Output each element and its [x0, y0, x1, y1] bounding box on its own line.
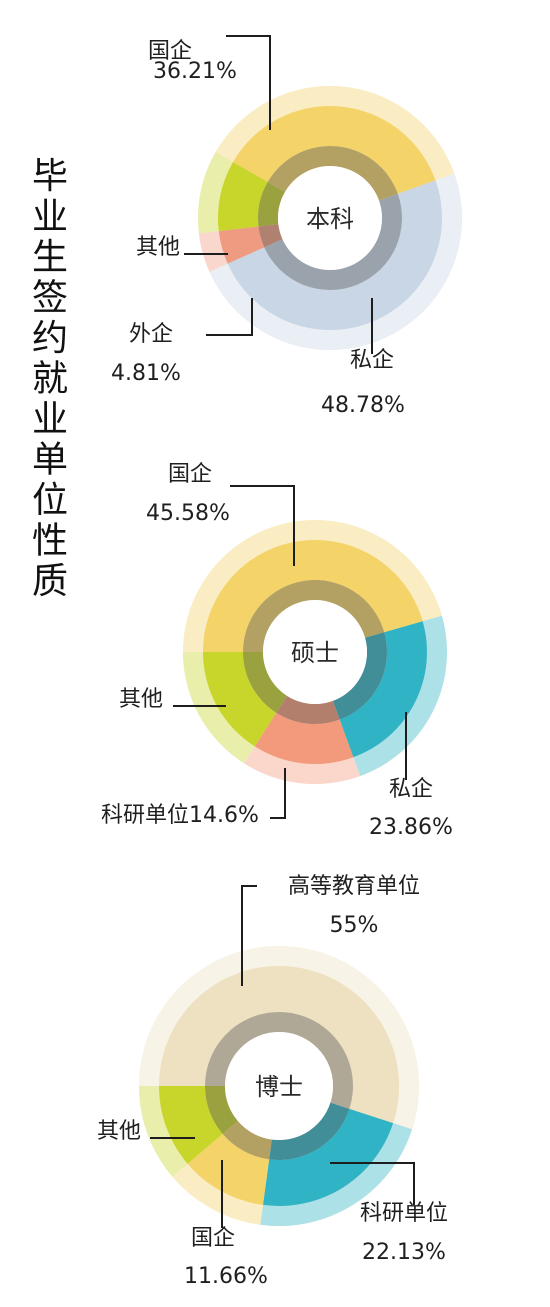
slice-label-name: 科研单位 [360, 1201, 448, 1226]
title-char: 就 [32, 359, 68, 400]
slice-main [262, 1108, 394, 1206]
title-char: 毕 [32, 156, 68, 197]
slice-inner-ring [276, 695, 340, 724]
leader-line [241, 885, 257, 986]
title-char: 签 [32, 278, 68, 319]
slice-label-value: 22.13% [362, 1240, 446, 1265]
slice-inner-ring [205, 1086, 238, 1134]
slice-outer-ring [243, 746, 361, 784]
slice-inner-ring [258, 224, 283, 248]
title-char: 约 [32, 318, 68, 359]
slice-main [254, 712, 354, 764]
slice-outer-ring [183, 519, 442, 652]
slice-label-name: 私企 [389, 777, 433, 802]
slice-label-value: 11.66% [184, 1264, 268, 1289]
slice-inner-ring [243, 652, 288, 713]
title-char: 位 [32, 480, 68, 521]
center-hole [263, 600, 367, 704]
slice-label-name: 高等教育单位 [288, 874, 420, 899]
slice-inner-ring [205, 1012, 353, 1109]
chart-doctoral: 博士 高等教育单位 55% 科研单位 22.13% 国企 11.66% 其他 [97, 874, 448, 1289]
slice-outer-ring [215, 86, 455, 181]
slice-label-value: 23.86% [369, 815, 453, 840]
center-label: 博士 [255, 1073, 303, 1101]
slice-inner-ring [267, 145, 398, 201]
slice-main [233, 106, 436, 194]
chart-masters: 硕士 国企 45.58% 私企 23.86% 科研单位14.6% 其他 [101, 462, 453, 840]
center-hole [225, 1032, 333, 1140]
slice-label-name: 其他 [119, 687, 163, 712]
leader-line [230, 485, 295, 566]
slice-inner-ring [269, 1102, 350, 1160]
leader-line [226, 35, 271, 130]
slice-main [203, 540, 423, 652]
slice-main [159, 966, 399, 1124]
slice-outer-ring [183, 652, 255, 764]
slice-label-value: 36.21% [153, 59, 237, 84]
title-char: 质 [32, 561, 68, 602]
slice-main [218, 226, 265, 264]
title-char: 业 [32, 197, 68, 238]
leader-line [270, 768, 286, 819]
slice-outer-ring [353, 615, 447, 777]
center-hole [278, 166, 382, 270]
leader-line [206, 298, 253, 336]
slice-label-name: 国企 [148, 39, 192, 64]
center-label: 硕士 [291, 639, 339, 667]
slice-main [227, 180, 442, 330]
slice-label-name: 国企 [191, 1226, 235, 1251]
slice-label-value: 45.58% [146, 501, 230, 526]
slice-main [187, 1133, 270, 1205]
slice-label: 科研单位14.6% [101, 803, 259, 828]
slice-label-name: 外企 [129, 322, 173, 347]
center-label: 本科 [306, 205, 354, 233]
slice-inner-ring [243, 580, 385, 652]
slice-label-value: 48.78% [321, 393, 405, 418]
slice-label-name: 其他 [97, 1119, 141, 1144]
slice-inner-ring [222, 1120, 272, 1160]
slice-label-value: 4.81% [111, 361, 181, 386]
title-char: 性 [32, 521, 68, 562]
slice-main [218, 162, 268, 232]
title-char: 业 [32, 399, 68, 440]
slice-outer-ring [260, 1123, 413, 1226]
slice-inner-ring [258, 182, 285, 227]
slice-label-name: 国企 [168, 462, 212, 487]
slice-main [203, 652, 277, 747]
slice-main [339, 621, 427, 758]
title-char: 单 [32, 440, 68, 481]
slice-outer-ring [198, 231, 228, 272]
slice-inner-ring [332, 632, 387, 720]
slice-inner-ring [264, 193, 403, 291]
slice-outer-ring [197, 152, 234, 234]
slice-outer-ring [139, 1086, 188, 1177]
slice-main [159, 1086, 223, 1164]
slice-label-name: 其他 [136, 235, 180, 260]
leader-line [330, 1162, 415, 1205]
slice-label-value: 55% [330, 913, 379, 938]
slice-label-name: 私企 [350, 348, 394, 373]
slice-outer-ring [172, 1163, 263, 1225]
title-char: 生 [32, 237, 68, 278]
